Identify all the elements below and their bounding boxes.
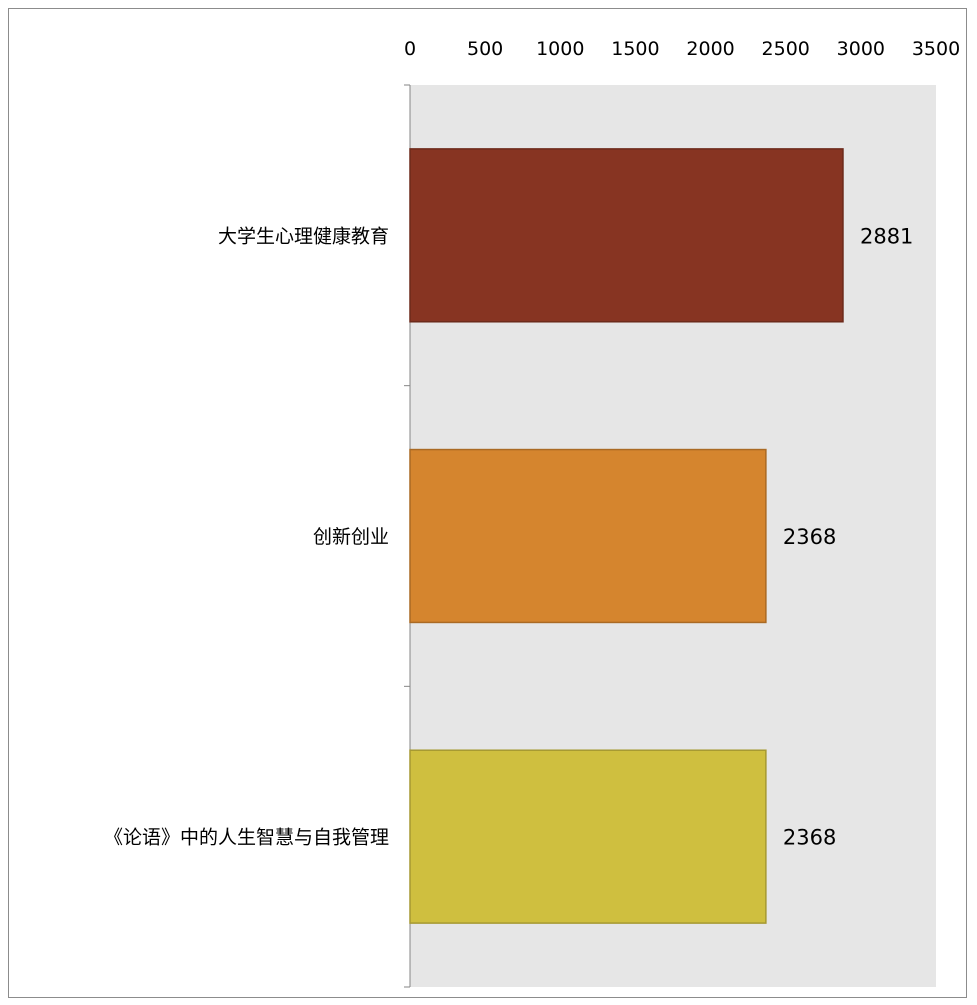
x-tick-label: 3500	[912, 38, 960, 60]
bar-chart: 0 500 1000 1500 2000 2500 3000 3500 大学生心理健康教育 288…	[104, 38, 960, 988]
bar	[409, 148, 844, 323]
data-label: 2368	[783, 826, 836, 850]
bar	[409, 448, 767, 624]
category-label: 创新创业	[313, 526, 389, 548]
category-label: 《论语》中的人生智慧与自我管理	[104, 827, 389, 849]
x-tick-label: 3000	[837, 38, 885, 60]
bar	[409, 749, 767, 924]
x-tick-label: 0	[404, 38, 416, 60]
category-label: 大学生心理健康教育	[218, 225, 389, 247]
data-label: 2881	[860, 224, 913, 248]
chart-frame: 0 500 1000 1500 2000 2500 3000 3500 大学生心理健康教育 288…	[8, 8, 967, 998]
x-tick-label: 500	[467, 38, 503, 60]
x-tick-label: 2000	[686, 38, 734, 60]
x-tick-label: 1000	[536, 38, 584, 60]
x-tick-label: 1500	[611, 38, 659, 60]
data-label: 2368	[783, 525, 836, 549]
x-tick-label: 2500	[762, 38, 810, 60]
